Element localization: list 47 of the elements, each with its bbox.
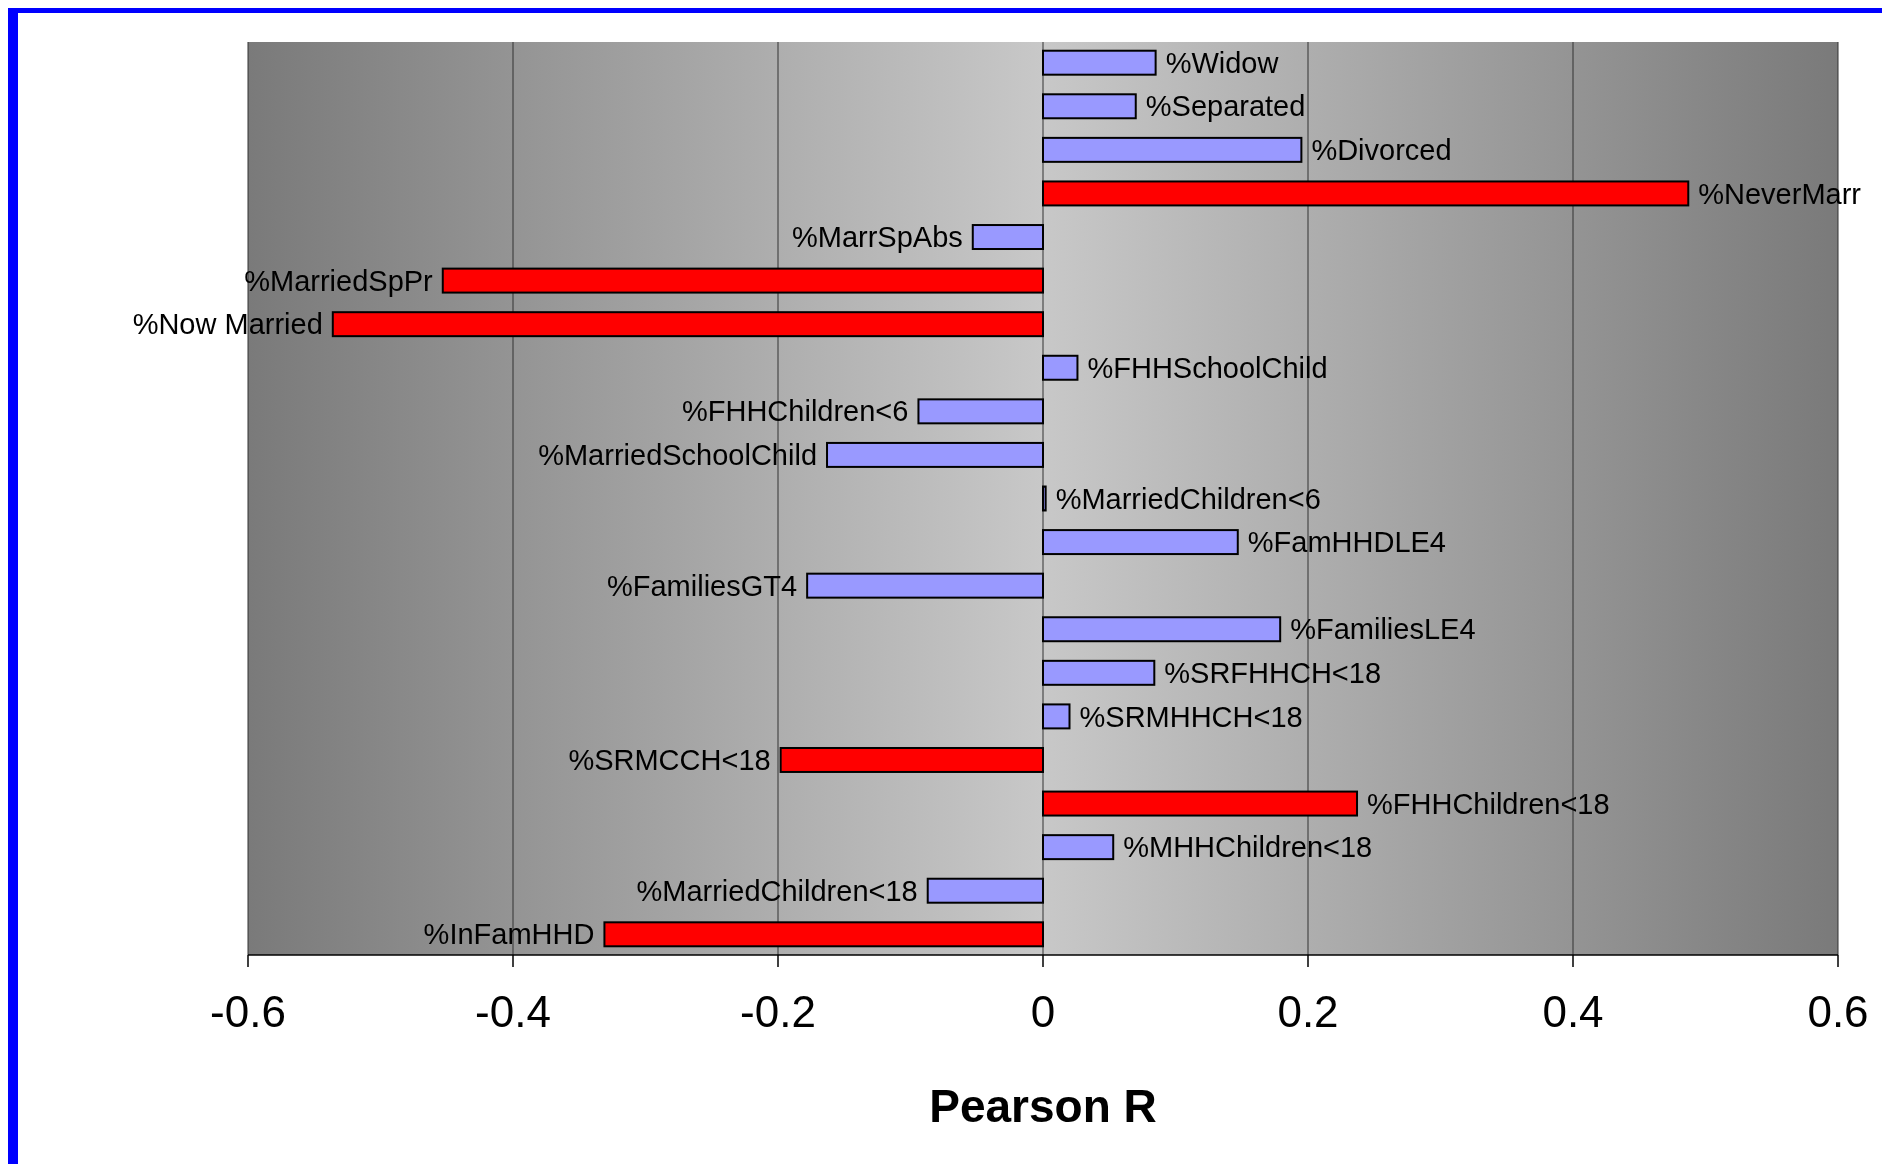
bar: [1042, 93, 1137, 120]
bar: [1042, 354, 1079, 381]
bar: [926, 877, 1044, 904]
x-tick-label: 0: [1030, 987, 1056, 1036]
y-tick-label: %FamiliesLE4: [1290, 613, 1476, 646]
y-tick-label: %MarriedSchoolChild: [538, 439, 818, 472]
y-tick-label: %SRMHHCH<18: [1079, 700, 1303, 733]
bar: [1042, 834, 1115, 861]
y-tick-label: %FamiliesGT4: [606, 569, 798, 602]
y-tick-label: %MarriedChildren<18: [636, 874, 918, 907]
y-tick-label: %InFamHHD: [423, 918, 595, 951]
y-tick-label: %SRFHHCH<18: [1164, 656, 1382, 689]
bar: [1042, 49, 1157, 76]
x-tick-label: 0.6: [1807, 987, 1869, 1036]
bar: [603, 921, 1044, 948]
bar: [971, 224, 1044, 251]
bar: [441, 267, 1044, 294]
bar: [331, 311, 1044, 338]
y-tick-label: %FamHHDLE4: [1247, 526, 1446, 559]
bar: [1042, 790, 1359, 817]
bar: [1042, 616, 1282, 643]
y-tick-label: %FHHChildren<6: [682, 395, 909, 428]
y-tick-label: %Widow: [1165, 46, 1280, 79]
bar: [1042, 703, 1071, 730]
x-tick-label: 0.4: [1542, 987, 1604, 1036]
y-tick-label: %Divorced: [1311, 134, 1452, 167]
x-tick-label: 0.2: [1277, 987, 1339, 1036]
y-tick-label: %FHHSchoolChild: [1087, 351, 1328, 384]
bar: [917, 398, 1044, 425]
y-tick-label: %SRMCCH<18: [568, 744, 771, 777]
bar: [1042, 485, 1047, 512]
y-tick-label: %MarriedChildren<6: [1055, 482, 1321, 515]
bar: [806, 572, 1044, 599]
bar: [1042, 180, 1690, 207]
bar: [826, 441, 1044, 468]
bar: [1042, 659, 1156, 686]
x-axis-title: Pearson R: [929, 1080, 1157, 1132]
bar: [779, 747, 1044, 773]
y-tick-label: %MHHChildren<18: [1123, 831, 1373, 864]
x-tick-label: -0.2: [740, 987, 816, 1036]
x-tick-label: -0.4: [475, 987, 551, 1036]
y-tick-label: %FHHChildren<18: [1367, 787, 1610, 820]
y-tick-label: %MarrSpAbs: [791, 221, 963, 254]
x-tick-label: -0.6: [210, 987, 286, 1036]
y-tick-label: %Separated: [1145, 90, 1306, 123]
bar: [1042, 529, 1239, 556]
bar: [1042, 136, 1303, 163]
